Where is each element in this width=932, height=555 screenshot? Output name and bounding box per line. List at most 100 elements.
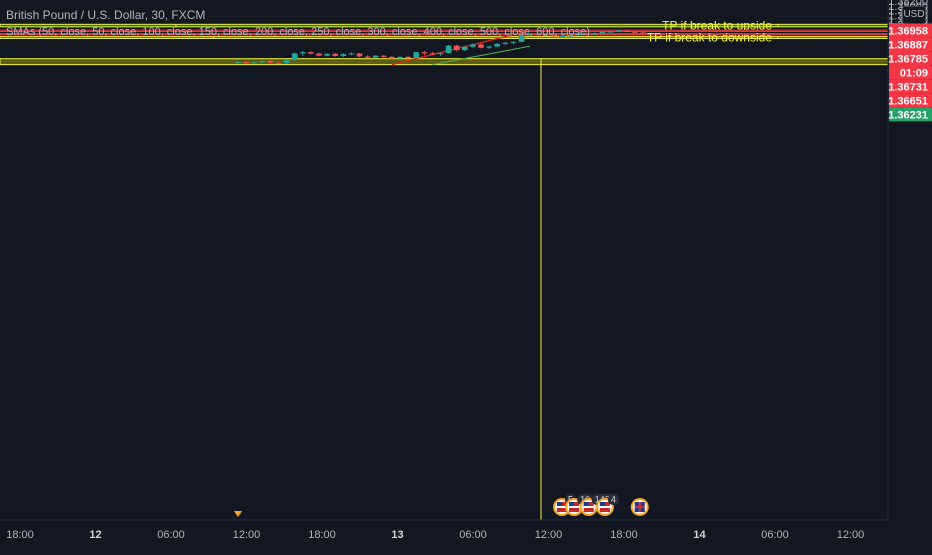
currency-button[interactable]: USD bbox=[902, 6, 926, 24]
candle bbox=[413, 51, 419, 59]
candle bbox=[308, 51, 314, 55]
price-label-bg bbox=[889, 51, 932, 66]
candle bbox=[518, 34, 525, 43]
candle-body bbox=[235, 62, 241, 64]
flag-stripe bbox=[557, 506, 567, 508]
candle bbox=[567, 35, 573, 37]
candle bbox=[300, 51, 306, 56]
candle-body bbox=[551, 35, 557, 37]
candle-body bbox=[372, 55, 379, 58]
x-tick-label: 14 bbox=[693, 529, 706, 541]
price-label: 1.36785 bbox=[888, 51, 932, 66]
candle bbox=[591, 32, 598, 35]
candle-body bbox=[275, 62, 282, 64]
candle bbox=[324, 53, 330, 57]
candle bbox=[275, 61, 282, 64]
x-tick-label: 13 bbox=[391, 529, 403, 541]
candle bbox=[478, 43, 484, 49]
candle-body bbox=[462, 46, 468, 51]
demand-zone bbox=[0, 58, 889, 66]
candle bbox=[543, 33, 549, 37]
candle bbox=[389, 55, 395, 60]
candle-body bbox=[429, 53, 436, 55]
price-label: 1.36651 bbox=[888, 93, 932, 108]
candle bbox=[502, 42, 509, 45]
indicator-legend[interactable]: SMAs (50, close, 50, close, 100, close, … bbox=[6, 26, 590, 38]
price-label-text: 1.36651 bbox=[888, 95, 928, 107]
candle bbox=[356, 52, 363, 58]
candle bbox=[340, 53, 347, 58]
x-tick-label: 18:00 bbox=[610, 529, 638, 541]
candle bbox=[259, 60, 266, 64]
uk-flag-icon bbox=[630, 498, 649, 516]
candle bbox=[421, 50, 428, 56]
x-tick-label: 12 bbox=[89, 529, 101, 541]
price-label-text: 1.36958 bbox=[888, 25, 928, 37]
candle bbox=[372, 54, 379, 59]
candle bbox=[615, 30, 622, 33]
candle-body bbox=[591, 33, 598, 35]
candle-body bbox=[575, 33, 581, 36]
price-label-bg bbox=[889, 65, 932, 80]
sma-line-2 bbox=[432, 45, 530, 66]
candle-body bbox=[534, 34, 541, 36]
candle bbox=[429, 51, 436, 55]
candle-body bbox=[640, 32, 646, 34]
flag-stripe bbox=[599, 506, 610, 508]
candle bbox=[494, 43, 500, 48]
candle-body bbox=[300, 52, 306, 54]
price-label-bg bbox=[889, 79, 932, 94]
flag-stripe bbox=[569, 506, 580, 508]
candle-body bbox=[567, 35, 573, 37]
chart-title[interactable]: British Pound / U.S. Dollar, 30, FXCM bbox=[6, 8, 206, 22]
candle-body bbox=[615, 30, 622, 32]
price-label-text: 01:09 bbox=[900, 67, 928, 79]
candle-body bbox=[259, 61, 266, 63]
x-axis[interactable]: 18:00 12 06:00 12:00 18:00 13 06:00 12:00 18:00 1… bbox=[6, 529, 864, 541]
candle-body bbox=[397, 56, 403, 59]
price-label-bg bbox=[889, 107, 932, 122]
candles-layer bbox=[234, 30, 646, 517]
x-tick-label: 12:00 bbox=[837, 529, 865, 541]
event-count: 4 bbox=[611, 495, 616, 505]
candle bbox=[364, 55, 371, 59]
candle bbox=[534, 33, 541, 36]
candle-body bbox=[445, 45, 452, 54]
candle bbox=[583, 32, 590, 36]
candle bbox=[551, 34, 557, 38]
candle bbox=[251, 61, 257, 65]
candle-body bbox=[437, 53, 444, 55]
candle-body bbox=[559, 35, 565, 37]
price-labels: 1.36958 1.36887 1.36785 01:09 1.36731 1.36651… bbox=[888, 23, 932, 122]
candle bbox=[624, 30, 630, 33]
x-tick-label: 06:00 bbox=[459, 529, 487, 541]
signal-arrow-icon bbox=[234, 511, 242, 517]
candle bbox=[437, 52, 444, 56]
candle-body bbox=[494, 43, 500, 47]
candle-body bbox=[624, 30, 630, 32]
price-label-text: 1.36785 bbox=[888, 53, 928, 65]
candle-body bbox=[324, 53, 330, 56]
candle bbox=[267, 59, 274, 64]
candle bbox=[397, 56, 403, 60]
candle-body bbox=[453, 45, 460, 51]
candle bbox=[381, 54, 387, 59]
candle bbox=[405, 55, 411, 59]
x-tick-label: 12:00 bbox=[535, 529, 563, 541]
candle bbox=[316, 52, 322, 57]
candle bbox=[575, 33, 581, 36]
downside-target-zone-label: TP if break to downside bbox=[647, 31, 773, 45]
price-label-bg bbox=[889, 23, 932, 38]
candle-body bbox=[486, 46, 492, 48]
price-label-text: 1.36731 bbox=[888, 81, 928, 93]
candle-body bbox=[381, 55, 387, 57]
candle-body bbox=[340, 54, 347, 56]
candle bbox=[445, 44, 452, 54]
event-markers: 5101424 bbox=[553, 494, 649, 516]
candle bbox=[462, 45, 468, 51]
price-label: 1.36958 bbox=[888, 23, 932, 38]
flag-stripe bbox=[583, 506, 594, 508]
sma-line-1 bbox=[391, 29, 530, 66]
